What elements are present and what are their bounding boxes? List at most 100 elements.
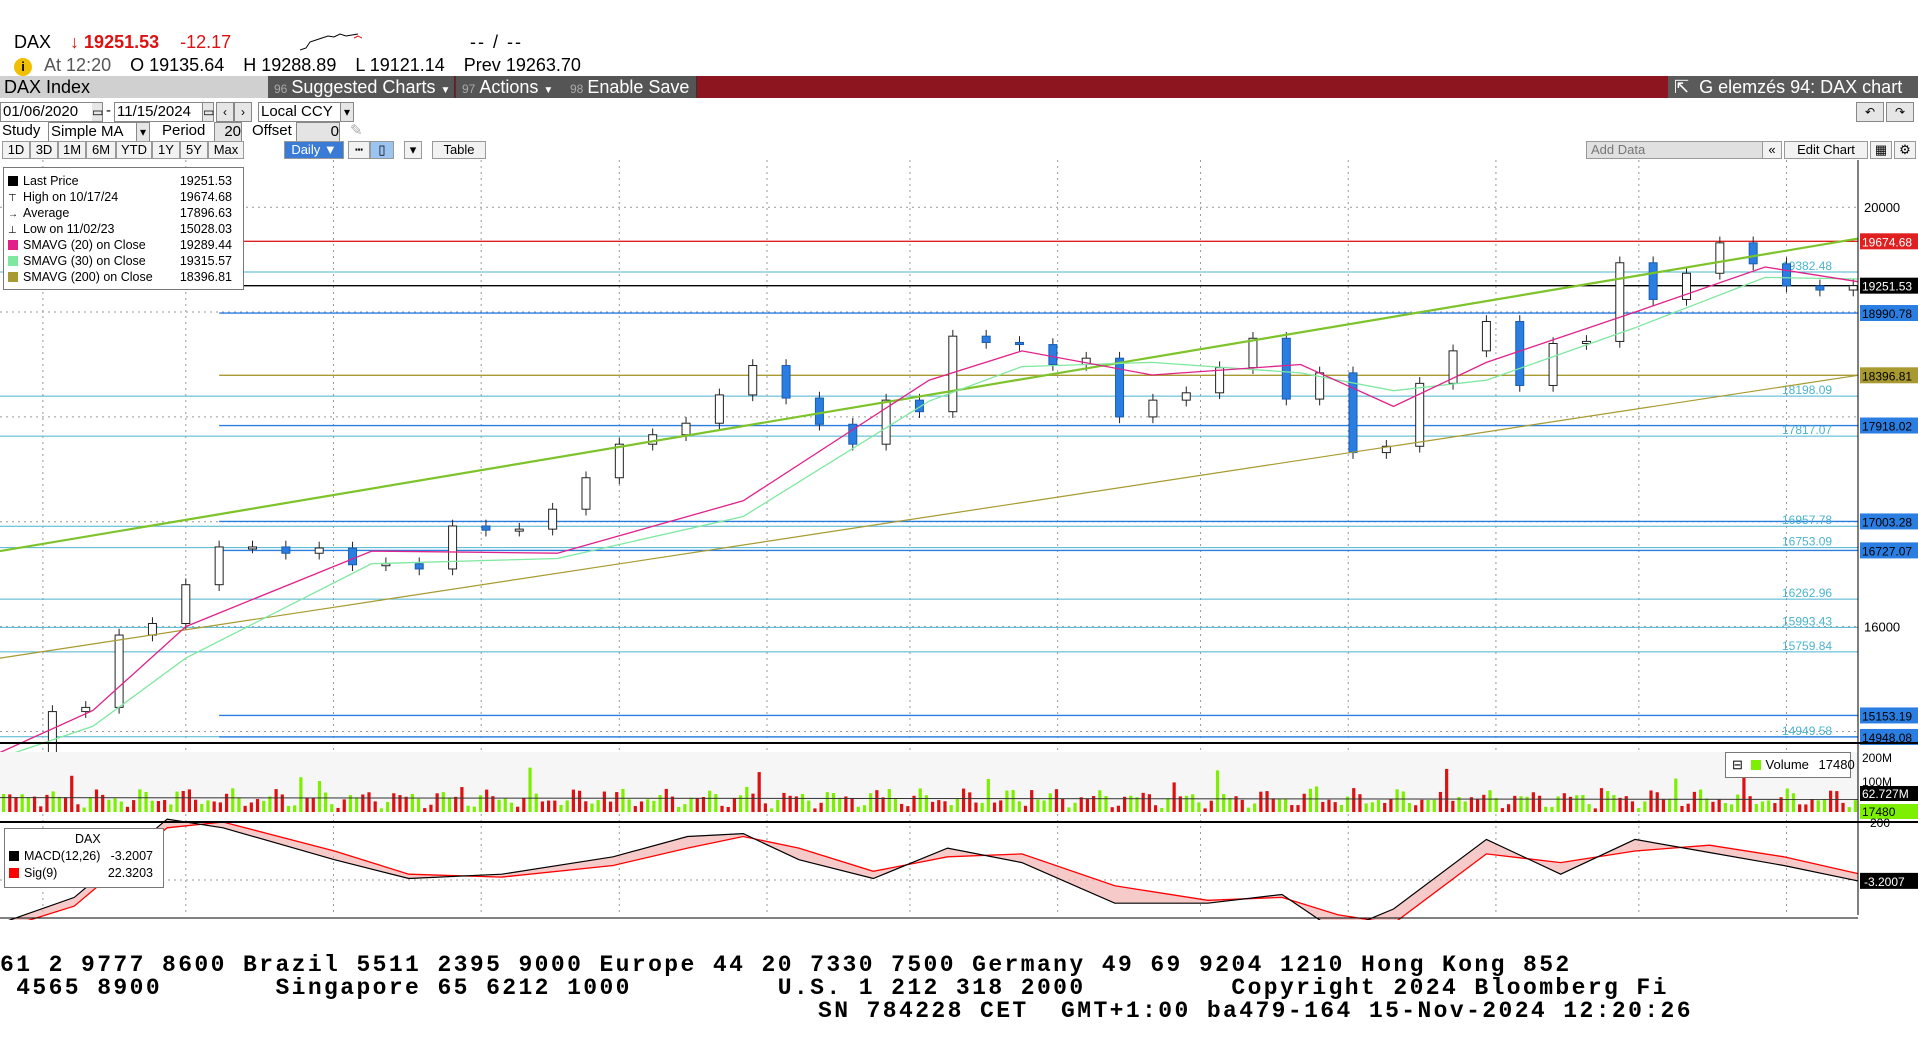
quote-header: DAX ↓ 19251.53 -12.17 -- / -- i At 12:20… — [0, 0, 1918, 80]
volume-bar — [856, 806, 860, 812]
volume-bar — [1222, 794, 1226, 812]
candlesticks — [47, 236, 1858, 771]
range-button-ytd[interactable]: YTD — [116, 141, 152, 159]
range-button-1m[interactable]: 1M — [58, 141, 86, 159]
range-button-max[interactable]: Max — [208, 141, 244, 159]
volume-bar — [1395, 789, 1399, 812]
volume-bar — [1147, 794, 1151, 812]
volume-bar — [138, 789, 142, 812]
volume-bar — [1779, 797, 1783, 812]
volume-bar — [615, 792, 619, 812]
volume-legend-label: Volume — [1765, 757, 1809, 772]
high-value: 19288.89 — [261, 55, 337, 75]
volume-bar — [156, 801, 161, 812]
suggested-charts-num: 96 — [274, 82, 288, 96]
redo-icon[interactable]: ↷ — [1886, 102, 1914, 122]
volume-bar — [1141, 792, 1145, 812]
volume-bar — [472, 806, 476, 812]
macd-last-tag — [1860, 872, 1918, 889]
volume-bar — [206, 800, 210, 812]
volume-bar — [392, 793, 396, 812]
study-select[interactable]: Simple MA — [48, 122, 150, 142]
export-icon: ⇱ — [1674, 77, 1690, 97]
macd-line — [8, 818, 1859, 920]
volume-bar — [63, 797, 68, 812]
volume-bar — [404, 796, 408, 812]
volume-bar — [838, 797, 842, 812]
legend-value: 17896.63 — [179, 206, 232, 220]
volume-bar — [1748, 796, 1752, 812]
volume-legend: ⊟ Volume 17480 — [1725, 752, 1855, 778]
currency-select[interactable]: Local CCY — [258, 102, 352, 122]
next-period-button[interactable]: › — [234, 102, 252, 122]
volume-bar — [1085, 798, 1090, 812]
ticker-symbol: DAX — [14, 32, 52, 52]
volume-bar — [1184, 795, 1189, 812]
candle-style-icon[interactable]: ▯ — [370, 141, 394, 159]
range-button-6m[interactable]: 6M — [86, 141, 116, 159]
collapse-icon[interactable]: ⊟ — [1732, 757, 1743, 772]
gear-icon[interactable]: ⚙ — [1894, 141, 1916, 159]
volume-bar — [1376, 800, 1381, 812]
legend-value: 18396.81 — [179, 270, 232, 284]
table-button[interactable]: Table — [432, 141, 486, 159]
volume-bar — [76, 804, 80, 812]
actions-button[interactable]: 97 Actions ▼ — [456, 76, 567, 98]
edit-chart-button[interactable]: Edit Chart — [1784, 141, 1868, 159]
calendar-icon[interactable]: ▭ — [92, 102, 103, 122]
end-date-input[interactable]: 11/15/2024 — [114, 102, 204, 122]
volume-bar — [708, 790, 712, 812]
pencil-icon[interactable]: ✎ — [350, 122, 363, 139]
volume-bar — [559, 804, 563, 812]
candle-body — [214, 546, 224, 586]
chevron-down-icon[interactable]: ▾ — [404, 141, 422, 159]
volume-bar — [924, 795, 929, 812]
security-field[interactable]: DAX Index — [0, 76, 269, 98]
index-info-icon[interactable]: i — [14, 58, 32, 76]
volume-bar — [1098, 790, 1102, 812]
study-value: Simple MA — [51, 123, 124, 140]
volume-bar — [1370, 802, 1374, 812]
volume-bar — [107, 799, 111, 812]
volume-bar — [955, 798, 959, 812]
volume-bar — [32, 796, 37, 812]
volume-bar — [187, 789, 191, 812]
volume-bar — [695, 798, 699, 812]
line-style-icon[interactable]: ┅ — [348, 141, 370, 159]
volume-bar — [51, 791, 55, 812]
volume-bar — [497, 799, 501, 812]
calendar-icon[interactable]: ▭ — [202, 102, 214, 122]
range-button-1y[interactable]: 1Y — [152, 141, 180, 159]
macd-legend-row: MACD(12,26) -3.2007 — [9, 849, 159, 865]
chevron-down-icon[interactable]: ▾ — [340, 102, 354, 122]
chevron-down-icon[interactable]: ▾ — [136, 122, 150, 142]
collapse-icon[interactable]: « — [1762, 141, 1782, 159]
macd-legend-swatch — [9, 868, 19, 878]
enable-save-button[interactable]: 98 Enable Save — [564, 76, 697, 98]
volume-bar — [119, 801, 123, 812]
range-button-1d[interactable]: 1D — [2, 141, 30, 159]
net-change: -12.17 — [180, 32, 232, 52]
volume-bar — [714, 794, 718, 812]
chart-settings-icon[interactable]: ▦ — [1870, 141, 1892, 159]
actions-num: 97 — [462, 82, 476, 96]
prev-period-button[interactable]: ‹ — [216, 102, 234, 122]
currency-value: Local CCY — [261, 103, 333, 120]
undo-icon[interactable]: ↶ — [1856, 102, 1884, 122]
volume-bar — [522, 797, 526, 812]
offset-input[interactable]: 0 — [296, 122, 340, 142]
start-date-input[interactable]: 01/06/2020 — [0, 102, 96, 122]
chart-title-button[interactable]: ⇱ G elemzés 94: DAX chart — [1668, 76, 1918, 98]
volume-bar — [1463, 801, 1467, 812]
range-button-5y[interactable]: 5Y — [180, 141, 208, 159]
period-input[interactable]: 20 — [214, 122, 242, 142]
frequency-select[interactable]: Daily ▼ — [284, 141, 344, 159]
volume-bar — [1345, 796, 1350, 812]
volume-bar — [652, 800, 656, 812]
add-data-input[interactable]: Add Data — [1586, 141, 1764, 159]
volume-bar — [1612, 795, 1616, 812]
suggested-charts-button[interactable]: 96 Suggested Charts ▼ — [268, 76, 455, 98]
range-button-3d[interactable]: 3D — [30, 141, 58, 159]
candle-body — [548, 508, 558, 530]
level-label: 16957.78 — [1782, 513, 1832, 527]
